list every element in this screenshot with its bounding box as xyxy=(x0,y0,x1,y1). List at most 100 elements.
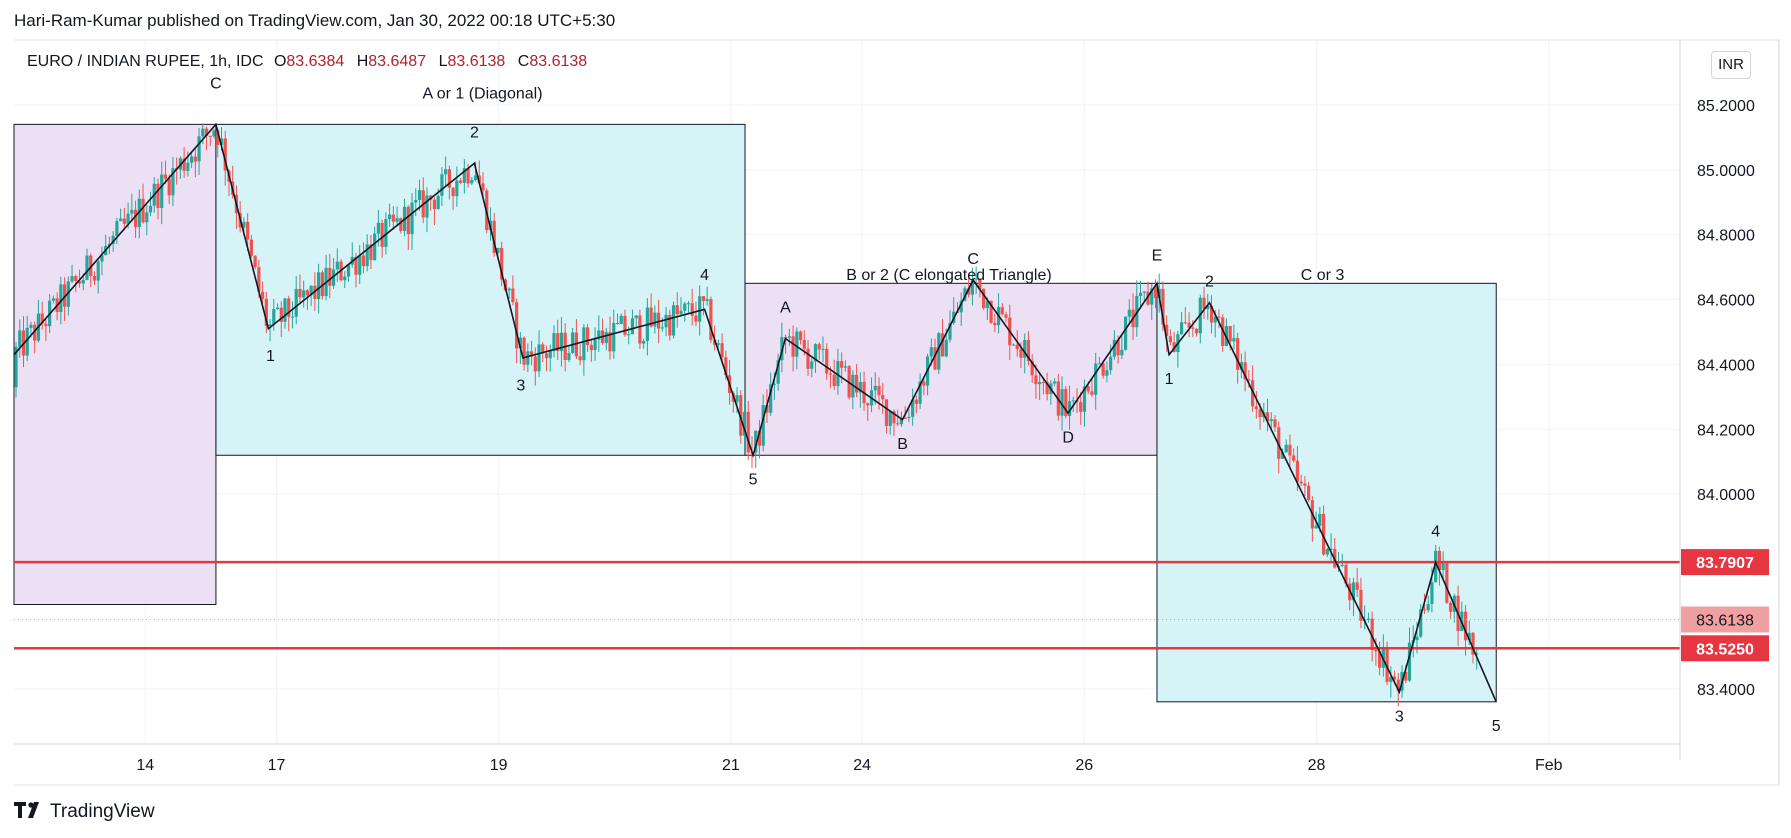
candle-body xyxy=(1254,406,1258,410)
candle-body xyxy=(440,174,444,196)
wave-label: 3 xyxy=(516,377,525,394)
candle-body xyxy=(208,135,212,137)
candle-body xyxy=(593,339,597,351)
candle-body xyxy=(1288,444,1292,456)
candle-body xyxy=(985,300,989,309)
candle-body xyxy=(376,222,380,234)
candle-body xyxy=(795,331,799,357)
candle-body xyxy=(802,340,806,349)
candle-body xyxy=(249,239,253,256)
candle-body xyxy=(899,417,904,425)
candle-body xyxy=(791,336,795,357)
candle-body xyxy=(552,333,556,352)
open-value: 83.6384 xyxy=(286,53,345,70)
candle-body xyxy=(1426,603,1430,611)
candle-body xyxy=(130,209,134,214)
candle-body xyxy=(1034,375,1038,385)
candle-body xyxy=(496,247,500,253)
candle-body xyxy=(1239,362,1243,370)
candle-body xyxy=(877,385,881,396)
candle-body xyxy=(1123,316,1128,350)
candle-body xyxy=(787,336,791,338)
candle-body xyxy=(1273,419,1277,428)
candle-body xyxy=(444,169,448,175)
candle-body xyxy=(757,430,762,446)
y-tick-label: 84.4000 xyxy=(1697,357,1755,374)
candle-body xyxy=(1378,651,1382,668)
candle-body xyxy=(126,213,130,224)
candle-body xyxy=(630,318,635,335)
candle-body xyxy=(709,299,713,341)
candle-body xyxy=(242,221,246,228)
candle-body xyxy=(608,332,612,352)
candle-body xyxy=(260,291,265,299)
candle-body xyxy=(1314,525,1318,529)
candle-body xyxy=(974,278,978,280)
tradingview-brand[interactable]: TradingView xyxy=(14,801,155,823)
wave-label: 1 xyxy=(266,348,275,365)
symbol-name: EURO / INDIAN RUPEE, 1h, IDC xyxy=(27,53,264,70)
candle-body xyxy=(1355,582,1359,590)
last-price-badge xyxy=(1681,606,1769,633)
candle-body xyxy=(96,261,100,281)
candle-body xyxy=(548,351,552,359)
candle-body xyxy=(212,130,216,137)
tradingview-logo-icon xyxy=(14,801,44,823)
candle-body xyxy=(866,403,870,406)
candle-body xyxy=(417,190,422,200)
candle-body xyxy=(713,340,717,345)
candle-body xyxy=(81,279,85,284)
candle-body xyxy=(716,343,720,345)
x-tick-label: 14 xyxy=(136,757,154,774)
candle-body xyxy=(529,351,534,357)
candle-body xyxy=(798,331,803,341)
candle-body xyxy=(582,327,586,361)
candle-body xyxy=(388,214,392,220)
candle-body xyxy=(1094,363,1098,395)
candle-body xyxy=(903,417,907,419)
candle-body xyxy=(1366,618,1371,620)
wave-label: E xyxy=(1152,248,1163,265)
candle-body xyxy=(653,312,657,327)
candle-body xyxy=(455,180,459,197)
candle-body xyxy=(70,276,74,282)
candle-body xyxy=(1232,338,1236,342)
candle-body xyxy=(1396,679,1400,691)
candle-body xyxy=(1213,316,1217,323)
candle-body xyxy=(1325,549,1329,555)
candle-body xyxy=(627,334,631,336)
candle-body xyxy=(537,344,541,372)
candle-body xyxy=(66,281,70,307)
candle-body xyxy=(1206,305,1210,309)
candle-body xyxy=(679,310,683,315)
candle-body xyxy=(201,128,205,137)
candle-body xyxy=(559,332,564,352)
zone-purple xyxy=(13,123,217,605)
candle-body xyxy=(742,411,747,436)
candle-body xyxy=(1209,305,1214,323)
candle-body xyxy=(477,175,481,184)
candle-body xyxy=(1138,292,1143,297)
candle-body xyxy=(1407,642,1412,681)
candle-body xyxy=(145,212,149,223)
candle-body xyxy=(51,298,55,301)
currency-button[interactable]: INR xyxy=(1711,51,1751,79)
candle-body xyxy=(683,303,687,311)
y-tick-label: 84.6000 xyxy=(1697,293,1755,310)
candle-body xyxy=(320,272,324,297)
candle-body xyxy=(739,395,743,436)
candle-body xyxy=(967,288,971,295)
candle-body xyxy=(470,179,474,184)
y-tick-label: 84.2000 xyxy=(1697,422,1755,439)
wave-label: C xyxy=(210,76,222,93)
candle-body xyxy=(298,288,302,298)
candle-body xyxy=(765,405,769,413)
candle-body xyxy=(578,356,582,361)
candle-body xyxy=(843,366,847,368)
candle-body xyxy=(1165,324,1169,337)
candle-body xyxy=(1430,582,1434,604)
candle-body xyxy=(287,298,291,317)
candle-body xyxy=(458,180,463,183)
candle-body xyxy=(817,344,821,350)
